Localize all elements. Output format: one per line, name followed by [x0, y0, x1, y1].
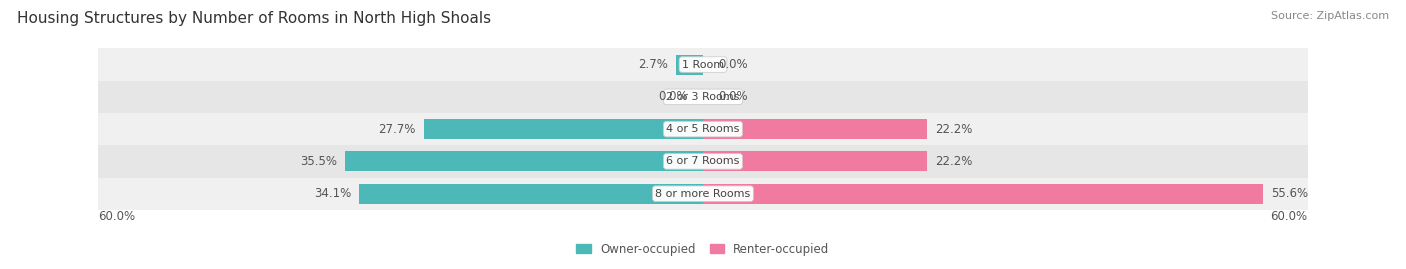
Bar [423, 119, 703, 139]
Text: 60.0%: 60.0% [98, 210, 135, 223]
FancyBboxPatch shape [98, 113, 1308, 145]
Bar [676, 55, 703, 75]
Text: 22.2%: 22.2% [935, 123, 972, 136]
FancyBboxPatch shape [98, 145, 1308, 178]
Bar [703, 184, 1263, 204]
Text: 1 Room: 1 Room [682, 59, 724, 70]
Text: Source: ZipAtlas.com: Source: ZipAtlas.com [1271, 11, 1389, 21]
Text: Housing Structures by Number of Rooms in North High Shoals: Housing Structures by Number of Rooms in… [17, 11, 491, 26]
Text: 2 or 3 Rooms: 2 or 3 Rooms [666, 92, 740, 102]
Bar [346, 151, 703, 171]
FancyBboxPatch shape [98, 178, 1308, 210]
Text: 34.1%: 34.1% [314, 187, 352, 200]
Bar [703, 151, 927, 171]
Bar [703, 119, 927, 139]
Text: 0.0%: 0.0% [718, 90, 748, 103]
Text: 0.0%: 0.0% [718, 58, 748, 71]
FancyBboxPatch shape [98, 48, 1308, 81]
Text: 55.6%: 55.6% [1271, 187, 1309, 200]
Text: 27.7%: 27.7% [378, 123, 416, 136]
Text: 8 or more Rooms: 8 or more Rooms [655, 189, 751, 199]
Text: 2.7%: 2.7% [638, 58, 668, 71]
Text: 60.0%: 60.0% [1271, 210, 1308, 223]
FancyBboxPatch shape [98, 81, 1308, 113]
Text: 35.5%: 35.5% [301, 155, 337, 168]
Text: 0.0%: 0.0% [658, 90, 688, 103]
Bar [360, 184, 703, 204]
Text: 4 or 5 Rooms: 4 or 5 Rooms [666, 124, 740, 134]
Text: 22.2%: 22.2% [935, 155, 972, 168]
Legend: Owner-occupied, Renter-occupied: Owner-occupied, Renter-occupied [576, 243, 830, 256]
Text: 6 or 7 Rooms: 6 or 7 Rooms [666, 156, 740, 167]
